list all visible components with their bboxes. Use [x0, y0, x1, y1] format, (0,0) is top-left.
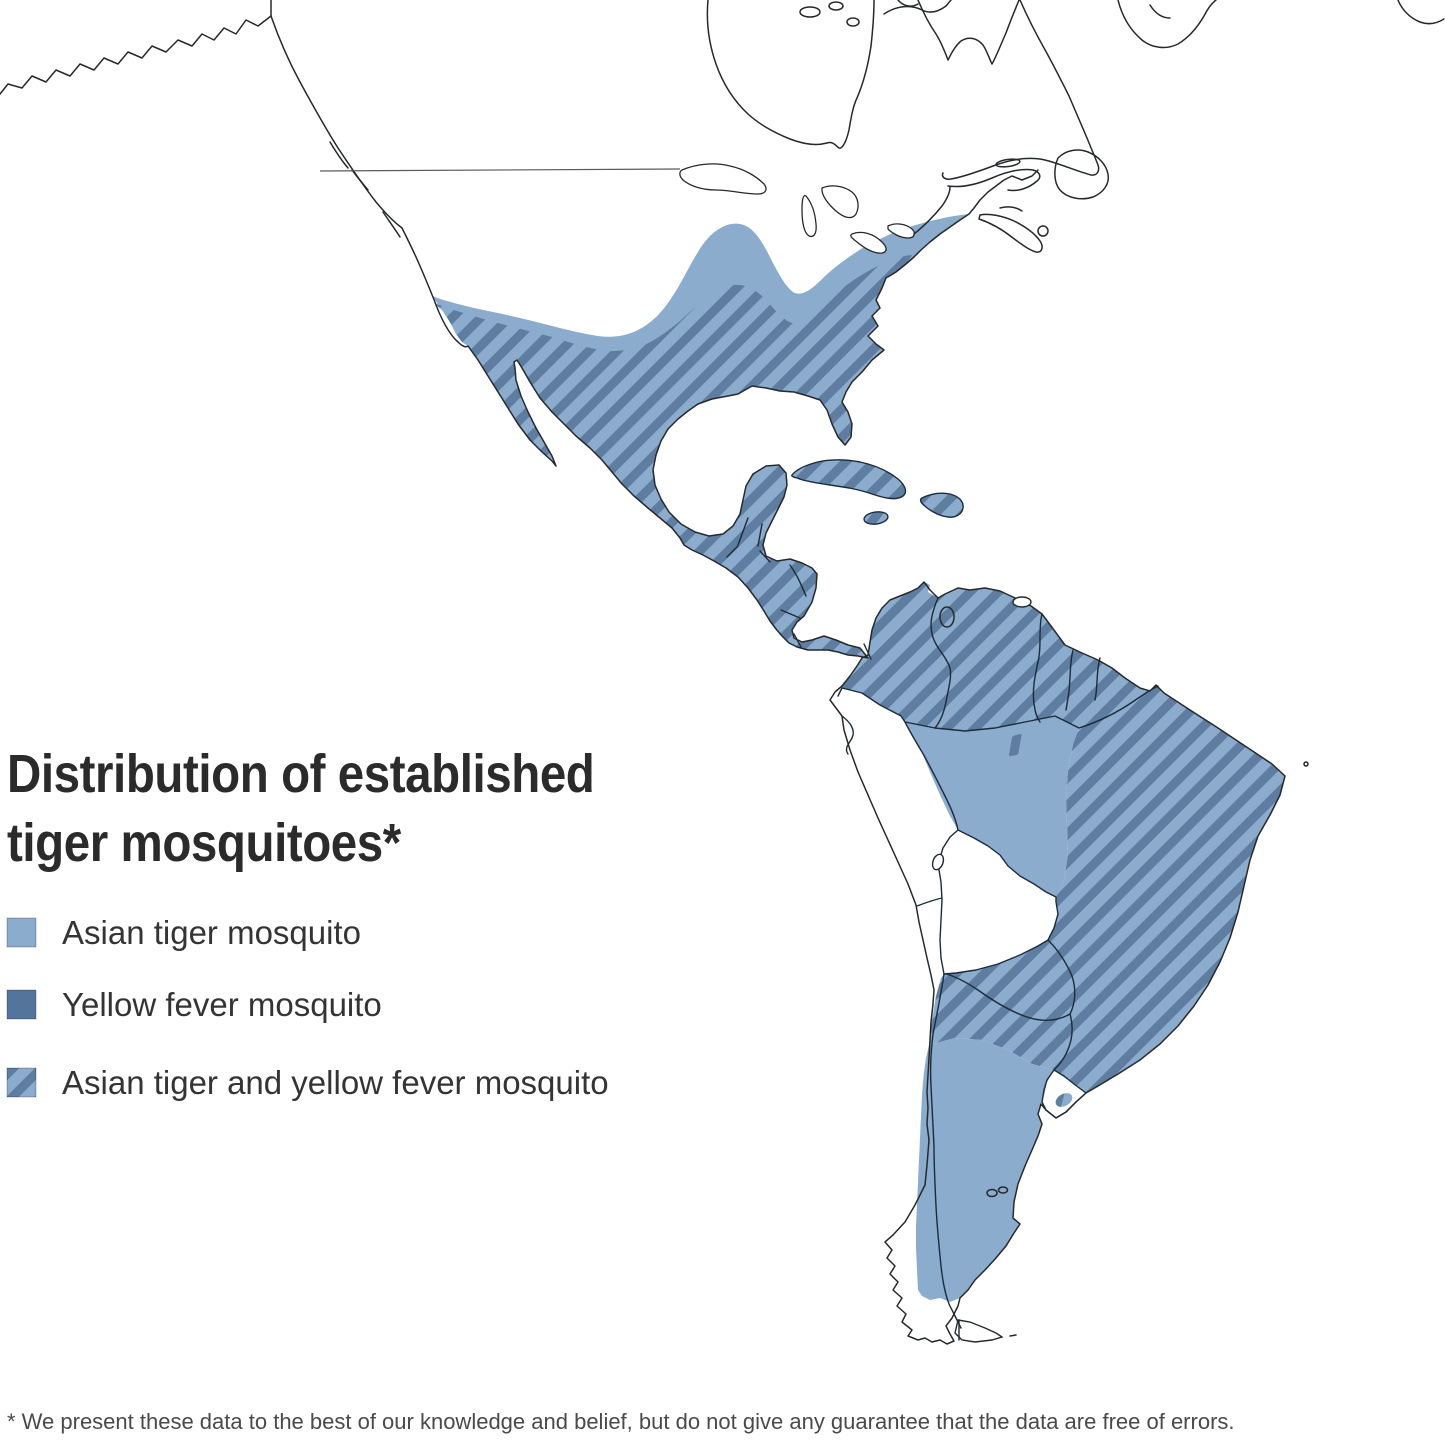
prince-edward-island [999, 206, 1023, 212]
title-block: Distribution of established tiger mosqui… [7, 743, 595, 873]
panhandle-islands [329, 141, 369, 191]
tierra-del-fuego [954, 1319, 1004, 1343]
lake-titicaca [931, 853, 945, 871]
amazon-hatched-spot [1003, 734, 1029, 756]
border-nicaragua-costa-rica [780, 609, 801, 619]
lake-michigan [801, 194, 817, 238]
lake-superior [679, 163, 767, 195]
region-north-america-both-species [434, 255, 912, 658]
border-peru-chile [916, 897, 943, 907]
cuba-island [791, 459, 907, 500]
st-lawrence-river [913, 186, 951, 235]
gaspe-south-shore [947, 168, 1041, 192]
arctic-island-2 [828, 1, 844, 11]
legend-label-yellow-fever: Yellow fever mosquito [62, 986, 382, 1023]
border-peru-brazil [904, 721, 959, 831]
border-paraguay-argentina [945, 973, 1071, 1021]
legend-swatch-asian-tiger [6, 917, 37, 948]
falkland-east [997, 1186, 1009, 1194]
border-suriname-french-guiana [1094, 657, 1101, 701]
region-south-america-both-species [838, 582, 1285, 1093]
border-colombia-venezuela [930, 597, 952, 729]
footnote: * We present these data to the best of o… [7, 1409, 1235, 1434]
trinidad-island [1012, 596, 1032, 608]
title-line-1: Distribution of established [7, 743, 594, 804]
alaska-panhandle-coast [270, 15, 403, 229]
region-north-america-asian-tiger [432, 214, 969, 658]
baffin-coast [883, 0, 952, 15]
fernando-de-noronha [1303, 761, 1309, 767]
hispaniola-island [919, 492, 964, 518]
nova-scotia [978, 213, 1043, 253]
border-brazil-north [837, 685, 1159, 732]
isla-de-los-estados [1009, 1334, 1017, 1337]
lake-ontario [887, 223, 915, 239]
falkland-west [986, 1188, 998, 1198]
region-western-amazon-asian-tiger [905, 716, 1079, 897]
cape-breton-island [1037, 225, 1049, 237]
jamaica-island [863, 511, 889, 525]
anticosti-island [995, 158, 1021, 168]
quebec-ungava-coast [917, 0, 1020, 65]
border-brazil-argentina [1053, 1013, 1073, 1071]
northeast-corner-coast [1397, 0, 1445, 25]
border-honduras-nicaragua [789, 564, 807, 597]
border-costa-rica-panama [793, 633, 802, 648]
south-america-coast [829, 581, 1286, 1345]
arctic-island-1 [799, 6, 821, 18]
legend-swatch-yellow-fever [6, 989, 37, 1020]
legend-label-asian-tiger: Asian tiger mosquito [62, 914, 361, 951]
border-mexico-guatemala [726, 517, 771, 563]
greenland-tip [1117, 0, 1217, 49]
lake-erie [850, 231, 887, 254]
lake-maracaibo [939, 606, 955, 628]
labrador-coast [941, 0, 1100, 180]
coastlines [0, 0, 1445, 1345]
title-line-2: tiger mosquitoes* [7, 812, 401, 873]
region-bolivia-yellow-fever [937, 829, 1059, 975]
border-paraguay-brazil [1047, 939, 1076, 1015]
hudson-bay-coast [706, 0, 875, 149]
legend: Asian tiger mosquito Yellow fever mosqui… [6, 914, 609, 1101]
shaded-regions [432, 214, 1285, 1302]
legend-swatch-both-species [6, 1067, 37, 1098]
border-guyana-suriname [1065, 649, 1074, 711]
border-panama-colombia [863, 643, 872, 660]
north-america-coast [401, 169, 1039, 659]
newfoundland-island [1054, 149, 1110, 200]
border-venezuela-guyana [1032, 613, 1043, 723]
vancouver-island [382, 211, 401, 238]
arctic-island-3 [846, 17, 860, 27]
us-canada-border [319, 168, 681, 172]
border-ecuador-peru [841, 715, 854, 755]
great-lakes [679, 163, 915, 254]
region-argentina-asian-tiger [916, 1038, 1054, 1302]
uruguay-hatched-spot [1055, 1093, 1073, 1107]
lake-huron [821, 185, 859, 219]
legend-label-both-species: Asian tiger and yellow fever mosquito [62, 1064, 609, 1101]
alaska-south-coast [0, 15, 272, 95]
country-borders [726, 517, 1159, 1329]
border-argentina-chile [929, 973, 962, 1329]
